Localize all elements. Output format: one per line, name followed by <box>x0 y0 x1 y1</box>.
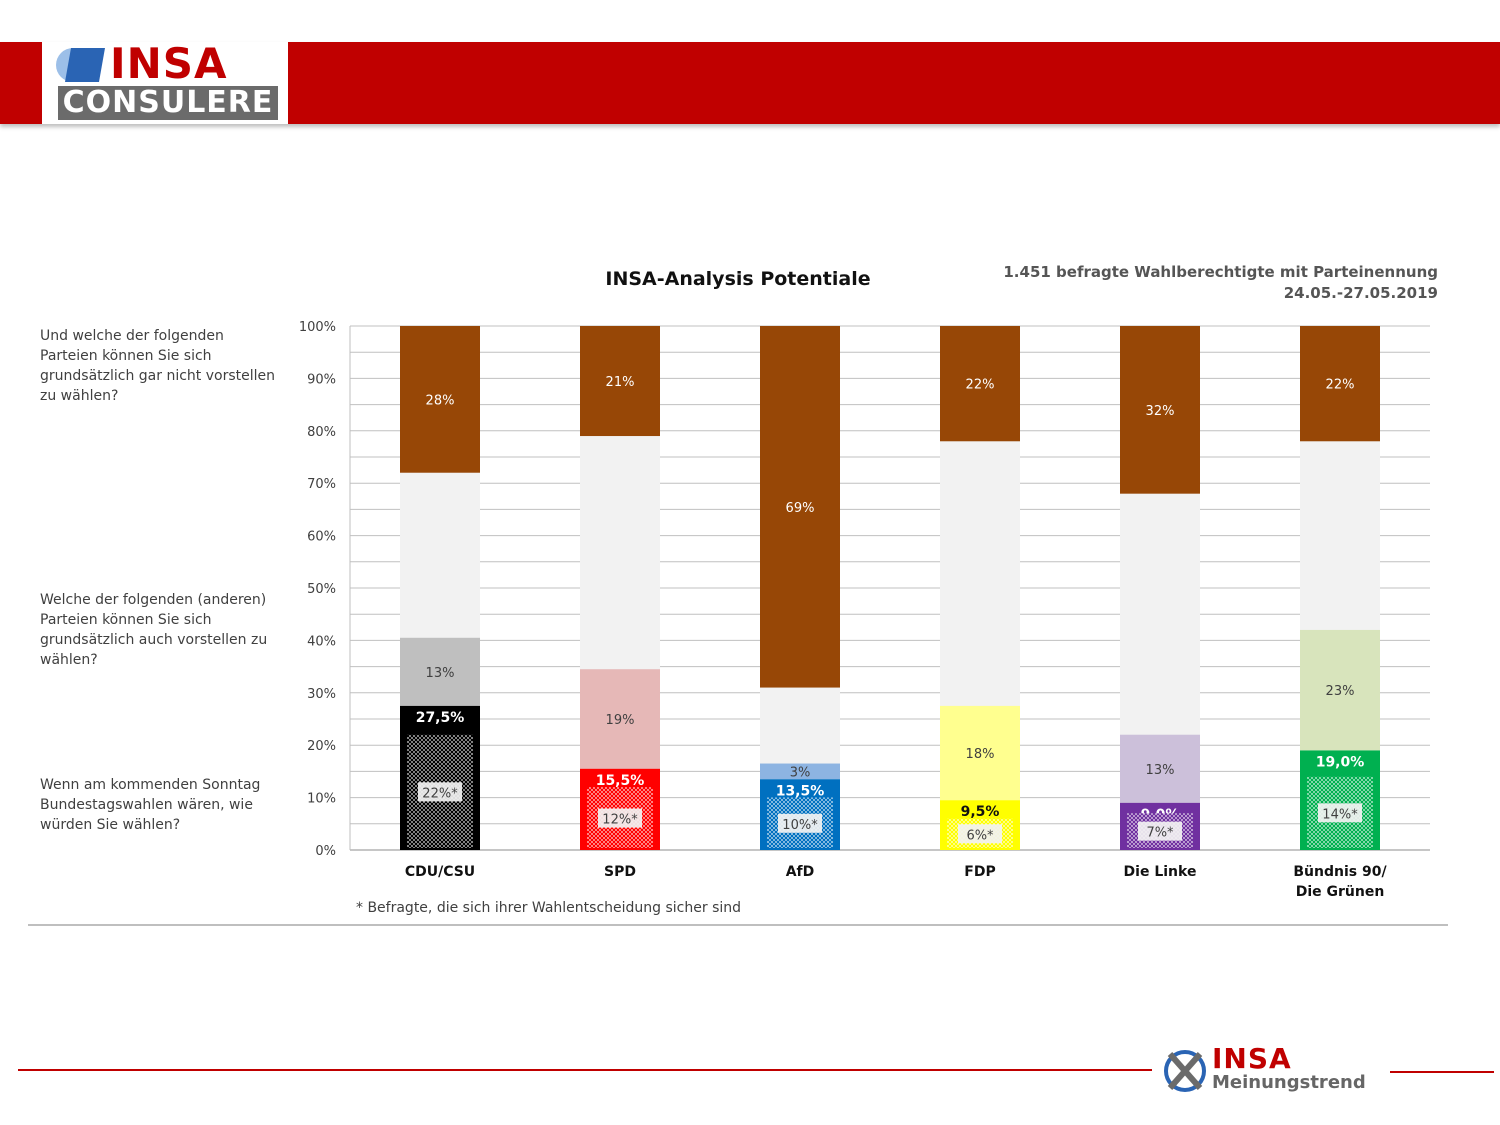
question-sunday-vote: Wenn am kommenden Sonntag Bundestagswahl… <box>40 777 261 833</box>
x-category-label: Bündnis 90/ <box>1293 864 1387 880</box>
label-could-vote: 13% <box>426 666 455 681</box>
label-sure-voters: 12%* <box>602 813 638 828</box>
label-bg-sure-voters <box>418 782 462 802</box>
label-bg-sure-voters <box>598 808 642 828</box>
x-category-label: FDP <box>964 864 995 880</box>
label-sure-voters: 22%* <box>422 786 458 801</box>
label-vote: 13,5% <box>776 783 825 799</box>
label-bg-sure-voters <box>958 824 1002 844</box>
meinungstrend-insa-text: INSA <box>1212 1042 1292 1075</box>
label-never-vote: 28% <box>426 393 455 408</box>
y-tick-label: 10% <box>307 792 336 807</box>
insa-consulere-logo: INSA CONSULERE <box>42 42 288 124</box>
insa-meinungstrend-logo: INSA Meinungstrend <box>1162 1042 1384 1098</box>
label-could-vote: 3% <box>790 765 811 780</box>
bar-could-vote <box>940 705 1020 801</box>
label-could-vote: 18% <box>966 747 995 762</box>
x-category-label: SPD <box>604 864 636 880</box>
bar-never-vote <box>580 326 660 437</box>
bar-could-vote <box>1120 734 1200 803</box>
y-tick-label: 40% <box>307 634 336 649</box>
survey-meta: 1.451 befragte Wahlberechtigte mit Parte… <box>1003 262 1438 304</box>
label-vote: 27,5% <box>416 710 465 726</box>
label-never-vote: 22% <box>1326 378 1355 393</box>
logo-square-icon <box>65 48 105 82</box>
footnote: * Befragte, die sich ihrer Wahlentscheid… <box>356 900 742 916</box>
footer-line-left <box>18 1069 1152 1071</box>
chart-title: INSA-Analysis Potentiale <box>605 268 871 290</box>
bar-never-vote <box>940 326 1020 442</box>
logo-consulere-text: CONSULERE <box>58 86 278 120</box>
y-tick-label: 20% <box>307 739 336 754</box>
bar-never-vote <box>1300 326 1380 442</box>
x-category-label: CDU/CSU <box>405 864 475 880</box>
bar-could-vote <box>760 763 840 780</box>
y-tick-label: 50% <box>307 582 336 597</box>
divider-line <box>28 924 1448 926</box>
label-vote: 19,0% <box>1316 754 1365 770</box>
y-tick-label: 100% <box>299 320 336 335</box>
meinungstrend-sub-text: Meinungstrend <box>1212 1072 1366 1093</box>
label-sure-voters: 7%* <box>1146 826 1174 841</box>
label-never-vote: 69% <box>786 501 815 516</box>
y-tick-label: 30% <box>307 687 336 702</box>
bar-never-vote <box>760 326 840 688</box>
label-sure-voters: 6%* <box>966 828 994 843</box>
survey-date: 24.05.-27.05.2019 <box>1283 284 1438 302</box>
label-could-vote: 19% <box>606 713 635 728</box>
y-tick-label: 70% <box>307 477 336 492</box>
label-vote: 9,5% <box>961 804 1000 820</box>
y-tick-label: 90% <box>307 372 336 387</box>
bar-could-vote <box>580 669 660 769</box>
bar-could-vote <box>1300 629 1380 751</box>
stacked-bar-chart: 0% 10% 20% 30% 40% 50% 60% 70% 80% 90% 100% 28% 13% 2… <box>299 320 1430 900</box>
meinungstrend-x-icon <box>1164 1050 1206 1092</box>
label-never-vote: 32% <box>1146 404 1175 419</box>
label-sure-voters: 10%* <box>782 818 818 833</box>
label-never-vote: 22% <box>966 378 995 393</box>
label-bg-sure-voters <box>778 813 822 833</box>
question-never-vote: Und welche der folgenden Parteien können… <box>40 328 275 404</box>
logo-insa-text: INSA <box>110 39 228 88</box>
bar-never-vote <box>400 326 480 473</box>
label-could-vote: 23% <box>1326 684 1355 699</box>
label-vote: 15,5% <box>596 773 645 789</box>
bar-could-vote <box>400 637 480 706</box>
y-tick-label: 0% <box>315 844 336 859</box>
survey-sample: 1.451 befragte Wahlberechtigte mit Parte… <box>1003 263 1438 281</box>
x-category-label: Die Linke <box>1124 864 1197 880</box>
label-bg-sure-voters <box>1318 803 1362 823</box>
question-could-vote: Welche der folgenden (anderen) Parteien … <box>40 592 268 668</box>
label-bg-sure-voters <box>1138 821 1182 841</box>
label-never-vote: 21% <box>606 375 635 390</box>
x-category-label: AfD <box>786 864 815 880</box>
y-tick-label: 60% <box>307 530 336 545</box>
x-category-label: Die Grünen <box>1296 884 1385 900</box>
label-sure-voters: 14%* <box>1322 807 1358 822</box>
footer-line-right <box>1390 1071 1494 1073</box>
label-could-vote: 13% <box>1146 763 1175 778</box>
bar-never-vote <box>1120 326 1200 494</box>
y-tick-label: 80% <box>307 425 336 440</box>
